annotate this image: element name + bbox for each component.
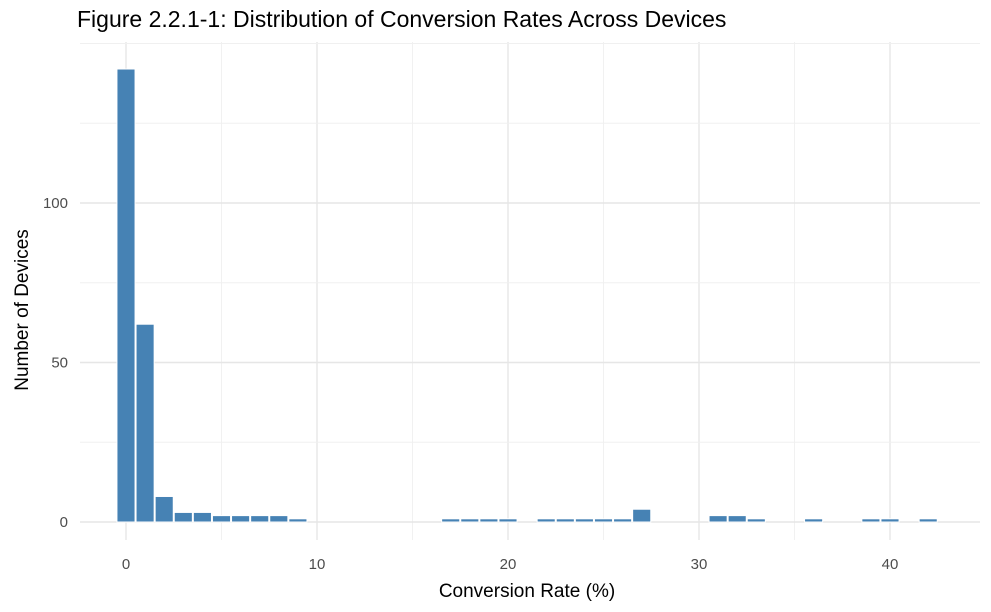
grid-lines	[80, 42, 980, 540]
y-tick-label: 100	[43, 195, 68, 212]
axis-ticks: 0 10 20 30 40 0 50 100	[43, 195, 898, 573]
histogram-bar	[154, 495, 174, 523]
y-tick-label: 0	[60, 514, 68, 531]
x-tick-label: 40	[882, 556, 899, 573]
histogram-bar	[746, 518, 766, 523]
x-tick-label: 30	[691, 556, 708, 573]
histogram-bar	[460, 518, 480, 523]
histogram-bar	[192, 511, 212, 523]
histogram-bar	[269, 515, 289, 523]
histogram-bar	[441, 518, 461, 523]
histogram-bar	[231, 515, 251, 523]
histogram-bar	[555, 518, 575, 523]
histogram-bar	[498, 518, 518, 523]
histogram-bar	[116, 68, 136, 523]
histogram-bar	[880, 518, 900, 523]
histogram-bar	[574, 518, 594, 523]
histogram-bar	[288, 518, 308, 523]
histogram-bar	[727, 515, 747, 523]
x-tick-label: 10	[309, 556, 326, 573]
histogram-bar	[861, 518, 881, 523]
y-axis-label: Number of Devices	[12, 229, 33, 391]
histogram-bar	[173, 511, 193, 523]
x-axis-label: Conversion Rate (%)	[439, 581, 615, 602]
histogram-bar	[211, 515, 232, 523]
histogram-bar	[479, 518, 499, 523]
histogram-bar	[593, 518, 614, 523]
x-tick-label: 0	[122, 556, 130, 573]
histogram-bar	[613, 518, 633, 523]
histogram-bars	[116, 68, 938, 523]
histogram-bar	[536, 518, 556, 523]
histogram-bar	[804, 518, 824, 523]
histogram-bar	[135, 323, 155, 523]
histogram-bar	[250, 515, 270, 523]
histogram-bar	[632, 508, 652, 523]
chart-title: Figure 2.2.1-1: Distribution of Conversi…	[77, 6, 727, 32]
histogram-bar	[918, 518, 938, 523]
histogram-bar	[708, 515, 728, 523]
x-tick-label: 20	[500, 556, 517, 573]
y-tick-label: 50	[51, 355, 68, 372]
